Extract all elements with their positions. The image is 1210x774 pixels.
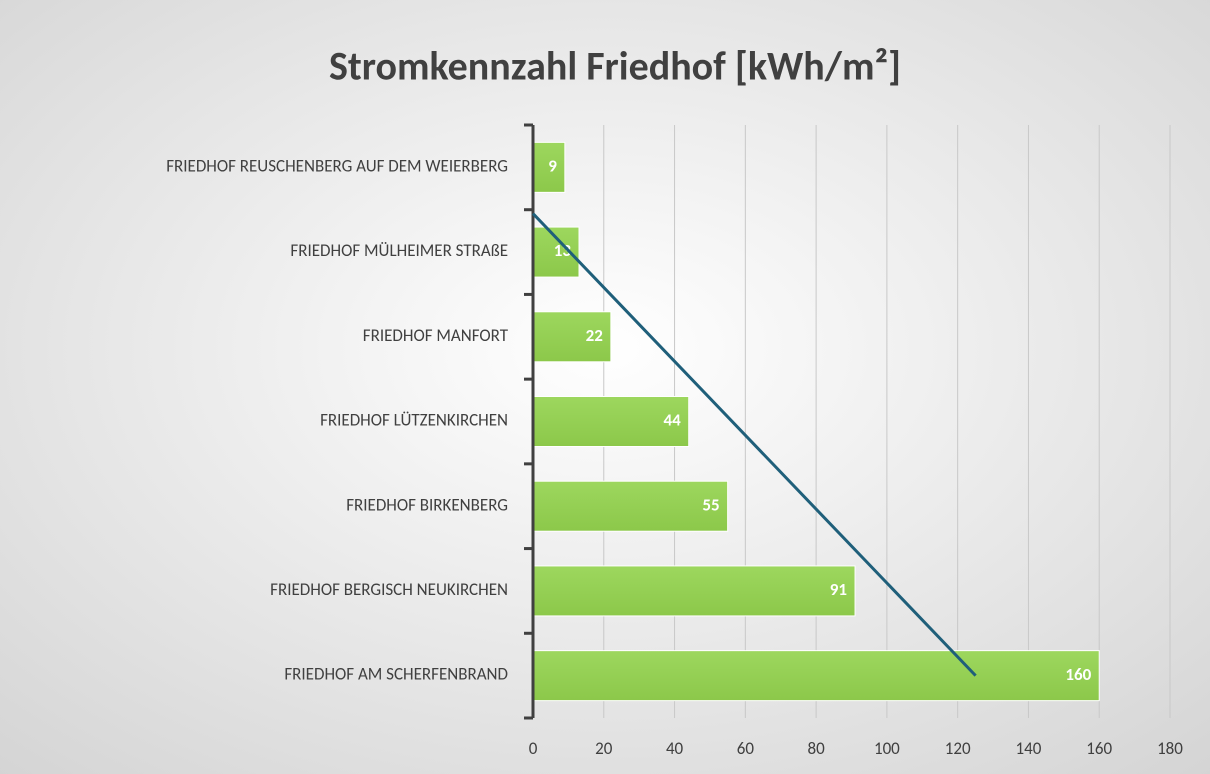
bar	[532, 311, 612, 363]
data-label: 22	[586, 325, 604, 346]
bar	[532, 396, 690, 447]
data-label: 13	[554, 240, 572, 261]
trendline	[531, 212, 977, 677]
bar	[532, 480, 729, 532]
y-tick-label: FRIEDHOF MANFORT	[363, 325, 509, 346]
x-tick-label: 20	[595, 738, 613, 759]
data-label: 44	[663, 410, 681, 431]
bar	[532, 141, 566, 193]
y-tick-label: FRIEDHOF REUSCHENBERG AUF DEM WEIERBERG	[166, 155, 508, 176]
y-tick-label: FRIEDHOF BERGISCH NEUKIRCHEN	[270, 579, 508, 600]
chart-title: Stromkennzahl Friedhof [kWh/m²]	[329, 42, 901, 91]
y-tick-label: FRIEDHOF BIRKENBERG	[346, 494, 508, 515]
data-label: 55	[702, 494, 719, 515]
data-label: 9	[548, 155, 557, 176]
x-tick-label: 160	[1086, 738, 1112, 759]
y-tick-label: FRIEDHOF MÜLHEIMER STRAßE	[290, 240, 508, 261]
x-tick-label: 80	[807, 738, 825, 759]
data-label: 160	[1065, 664, 1091, 685]
x-tick-label: 60	[737, 738, 755, 759]
data-label: 91	[830, 579, 847, 600]
bar	[532, 565, 856, 617]
x-tick-label: 140	[1016, 738, 1042, 759]
x-tick-label: 100	[874, 738, 900, 759]
y-tick-label: FRIEDHOF LÜTZENKIRCHEN	[320, 410, 508, 431]
x-tick-label: 120	[945, 738, 971, 759]
x-tick-label: 180	[1157, 738, 1183, 759]
bar	[532, 650, 1100, 702]
x-tick-label: 40	[666, 738, 684, 759]
y-tick-label: FRIEDHOF AM SCHERFENBRAND	[284, 664, 508, 685]
x-tick-label: 0	[529, 738, 538, 759]
